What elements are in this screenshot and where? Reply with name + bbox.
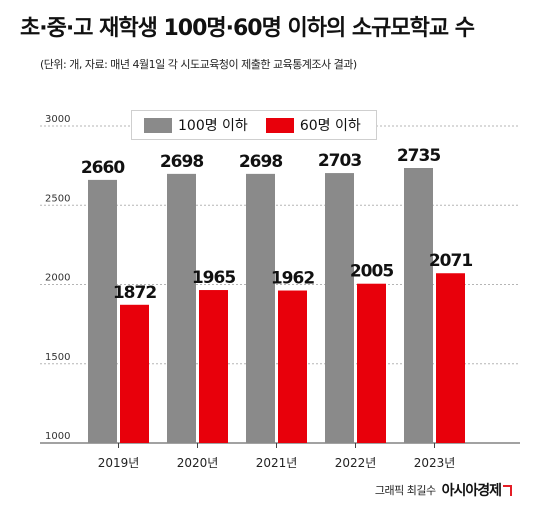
data-label: 2071 [429, 251, 472, 271]
data-label: 2698 [239, 152, 282, 172]
legend-swatch-series-1 [144, 117, 172, 133]
y-tick-label: 2000 [45, 273, 70, 284]
x-tick-label: 2019년 [98, 456, 140, 470]
bar-series-1 [167, 173, 196, 443]
legend: 100명 이하 60명 이하 [131, 110, 377, 140]
data-label: 2735 [397, 146, 440, 166]
chart-subtitle: (단위: 개, 자료: 매년 4월1일 각 시도교육청이 제출한 교육통계조사 … [40, 58, 357, 71]
data-label: 1962 [271, 269, 314, 289]
data-label: 2703 [318, 151, 361, 171]
legend-swatch-series-2 [265, 117, 294, 133]
chart-title: 초·중·고 재학생 100명·60명 이하의 소규모학교 수 [20, 16, 475, 41]
y-tick-label: 1500 [45, 352, 70, 363]
x-tick-label: 2020년 [177, 456, 219, 470]
y-tick-label: 3000 [45, 114, 70, 125]
data-label: 2698 [160, 152, 203, 172]
bar-series-2 [199, 290, 228, 443]
x-tick-label: 2023년 [414, 456, 456, 470]
x-tick-label: 2022년 [335, 456, 377, 470]
bar-series-2 [436, 273, 465, 443]
data-label: 1872 [113, 283, 156, 303]
y-tick-label: 1000 [45, 431, 70, 442]
bar-series-2 [120, 304, 149, 443]
credit: 그래픽 최길수 아시아경제 [375, 480, 512, 500]
data-label: 2005 [350, 262, 393, 282]
credit-author: 그래픽 최길수 [374, 484, 436, 497]
legend-label-series-2: 60명 이하 [299, 118, 361, 134]
x-tick-label: 2021년 [256, 456, 298, 470]
legend-item-series-1: 100명 이하 [144, 115, 248, 135]
y-tick-label: 2500 [45, 193, 70, 204]
bar-series-1 [88, 179, 117, 443]
brand-logo: 아시아경제 [441, 483, 502, 499]
data-label: 1965 [192, 268, 235, 288]
bar-series-2 [278, 290, 307, 443]
bar-series-1 [404, 168, 433, 443]
data-label: 2660 [81, 158, 125, 178]
brand-logo-mark-icon [503, 484, 512, 496]
legend-label-series-1: 100명 이하 [178, 118, 248, 134]
bar-series-1 [246, 173, 275, 443]
legend-item-series-2: 60명 이하 [265, 115, 361, 135]
bar-series-1 [325, 173, 354, 443]
bar-series-2 [357, 283, 386, 443]
